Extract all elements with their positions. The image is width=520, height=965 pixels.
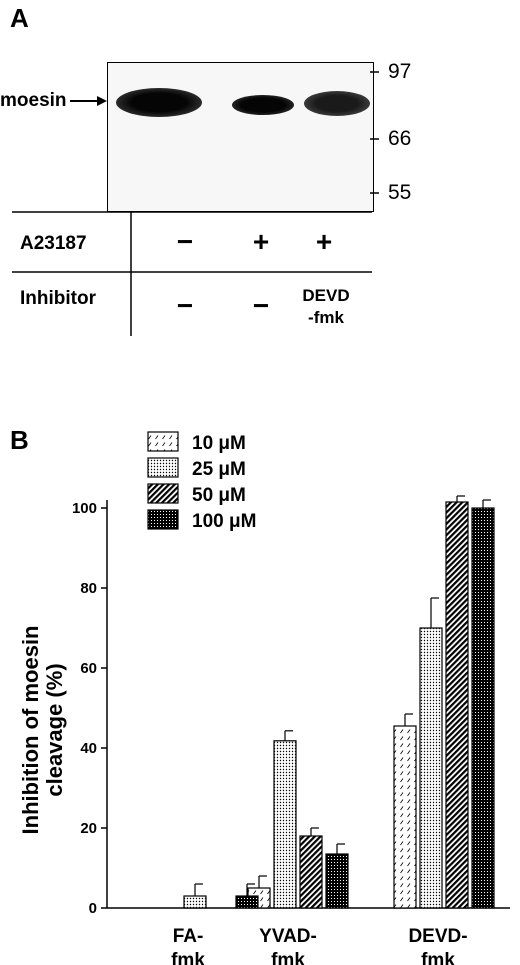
y-tick-label-40: 40 bbox=[80, 740, 97, 757]
axes: 0 20 40 60 80 100 bbox=[72, 500, 510, 917]
bar-yvad-fmk-3 bbox=[325, 853, 349, 909]
bars bbox=[183, 495, 495, 909]
row-label-a23187: A23187 bbox=[20, 233, 87, 254]
bar-devd-fmk-1 bbox=[419, 627, 443, 909]
y-tick-label-100: 100 bbox=[72, 500, 97, 517]
bar-devd-fmk-0 bbox=[393, 725, 417, 909]
y-tick-label-60: 60 bbox=[80, 660, 97, 677]
moesin-label: moesin bbox=[0, 90, 67, 111]
legend-swatch-3 bbox=[147, 509, 179, 530]
y-tick-label-20: 20 bbox=[80, 820, 97, 837]
bar-yvad-fmk-1 bbox=[273, 740, 297, 909]
inhibitor-lane-1: − bbox=[176, 290, 194, 321]
moesin-arrow-icon bbox=[70, 96, 107, 106]
western-blot bbox=[107, 62, 374, 212]
treatment-table-lines bbox=[12, 211, 372, 336]
legend-label-2: 50 μM bbox=[192, 485, 246, 506]
x-tick-label-2-line-1: DEVD- bbox=[408, 926, 467, 947]
bar-chart: Inhibition of moesin cleavage (%) 0 20 40 6… bbox=[18, 431, 510, 965]
a23187-lane-3: + bbox=[315, 226, 333, 257]
bar-fa-fmk-1 bbox=[183, 895, 207, 909]
mw-marker-97: 97 bbox=[388, 60, 412, 83]
y-axis-label-line-1: Inhibition of moesin bbox=[18, 626, 43, 835]
moesin-band-lane-3 bbox=[304, 91, 370, 116]
legend-swatch-0 bbox=[147, 431, 179, 452]
y-axis-label-line-2: cleavage (%) bbox=[42, 663, 67, 796]
a23187-lane-1: − bbox=[176, 226, 194, 257]
bar-fa-fmk-3 bbox=[235, 895, 259, 909]
row-label-inhibitor: Inhibitor bbox=[20, 288, 96, 309]
bar-devd-fmk-2 bbox=[445, 501, 469, 909]
moesin-band-lane-1 bbox=[116, 88, 202, 117]
legend-label-3: 100 μM bbox=[192, 511, 256, 532]
mw-marker-55: 55 bbox=[388, 181, 412, 204]
legend-swatch-1 bbox=[147, 457, 179, 478]
bar-yvad-fmk-2 bbox=[299, 835, 323, 909]
inhibitor-lane-3: DEVD -fmk bbox=[302, 286, 350, 327]
x-tick-label-1-line-2: fmk bbox=[271, 950, 305, 965]
legend-label-1: 25 μM bbox=[192, 459, 246, 480]
x-tick-label-0-line-2: fmk bbox=[171, 950, 205, 965]
y-tick-label-0: 0 bbox=[89, 900, 97, 917]
x-tick-label-2-line-2: fmk bbox=[421, 950, 455, 965]
x-tick-label-1-line-1: YVAD- bbox=[259, 926, 317, 947]
x-tick-label-0-line-1: FA- bbox=[173, 926, 204, 947]
mw-marker-66: 66 bbox=[388, 127, 412, 150]
legend: 10 μM 25 μM 50 μM 100 μM bbox=[147, 431, 256, 532]
mw-ticks bbox=[370, 71, 379, 194]
y-tick-label-80: 80 bbox=[80, 580, 97, 597]
bar-devd-fmk-3 bbox=[471, 507, 495, 909]
panel-b-letter: B bbox=[10, 425, 29, 455]
legend-swatch-2 bbox=[147, 483, 179, 504]
a23187-lane-2: + bbox=[252, 226, 270, 257]
inhibitor-lane-2: − bbox=[252, 290, 270, 321]
panel-a-letter: A bbox=[10, 3, 29, 33]
moesin-band-lane-2 bbox=[232, 95, 294, 115]
x-tick-labels: FA-fmk YVAD-fmk DEVD-fmk bbox=[171, 926, 467, 965]
legend-label-0: 10 μM bbox=[192, 433, 246, 454]
